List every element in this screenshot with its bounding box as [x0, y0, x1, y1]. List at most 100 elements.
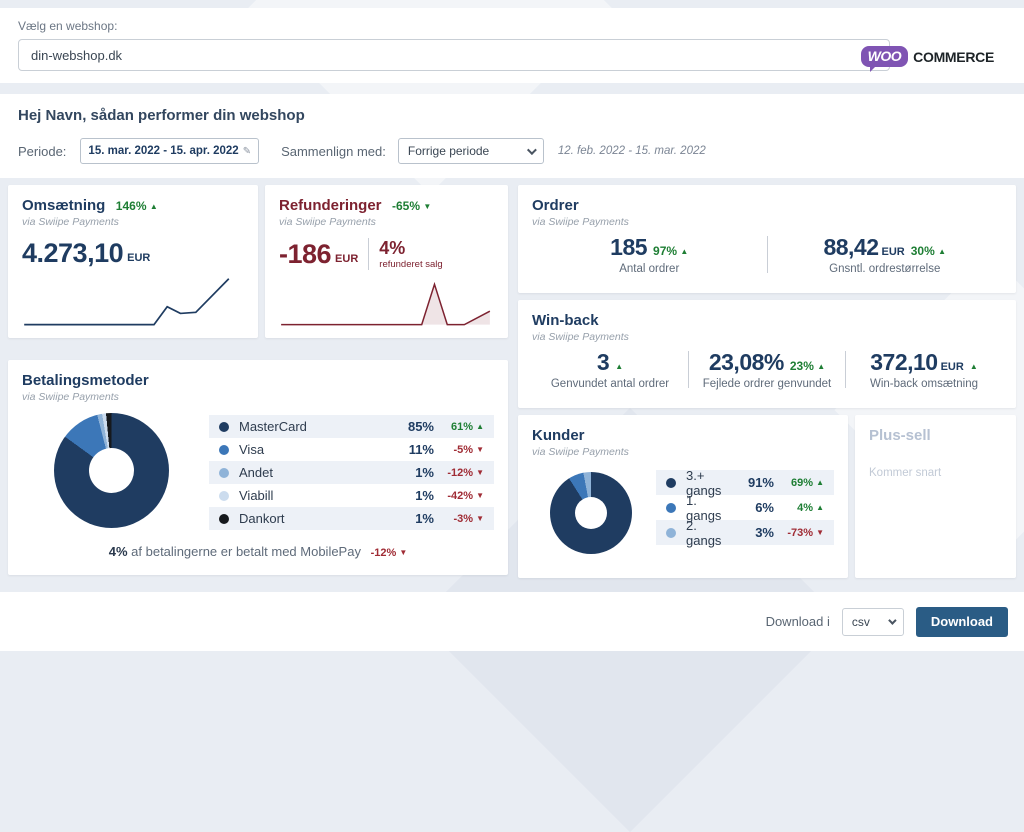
up-arrow-icon: ▲	[938, 247, 947, 256]
up-arrow-icon: ▲	[816, 502, 824, 512]
ordrer-subtitle: via Swiipe Payments	[532, 216, 629, 228]
metric-genvundet-ordrer: 3 ▲ Genvundet antal ordrer	[550, 349, 670, 390]
kunder-subtitle: via Swiipe Payments	[532, 446, 629, 458]
legend-dot	[666, 527, 676, 538]
period-date-input[interactable]: 15. mar. 2022 - 15. apr. 2022 ✎	[80, 138, 260, 164]
legend-dot	[219, 467, 229, 478]
mobilepay-note: 4% af betalingerne er betalt med MobileP…	[108, 544, 408, 559]
legend-row: Dankort 1% -3% ▼	[209, 507, 494, 530]
card-omsaetning: Omsætning 146% ▲ via Swiipe Payments 4.2…	[8, 185, 258, 338]
up-arrow-icon: ▲	[476, 421, 484, 431]
up-arrow-icon: ▲	[680, 247, 689, 256]
kunder-title: Kunder	[532, 427, 585, 444]
webshop-select-label: Vælg en webshop:	[18, 19, 118, 33]
omsaetning-title: Omsætning	[22, 197, 106, 214]
omsaetning-value: 4.273,10	[22, 238, 124, 268]
up-arrow-icon: ▲	[969, 362, 978, 371]
up-arrow-icon: ▲	[149, 202, 158, 211]
chevron-down-icon	[888, 615, 897, 625]
omsaetning-subtitle: via Swiipe Payments	[22, 216, 119, 228]
legend-dot	[219, 444, 229, 455]
webshop-select-value: din-webshop.dk	[31, 47, 123, 63]
header-panel: Hej Navn, sådan performer din webshop Pe…	[0, 94, 1024, 178]
compare-range-text: 12. feb. 2022 - 15. mar. 2022	[557, 145, 706, 157]
refunderinger-subtitle: via Swiipe Payments	[279, 216, 376, 228]
compare-select-value: Forrige periode	[407, 144, 490, 158]
legend-dot	[219, 490, 229, 501]
refunderet-salg-value: 4%	[379, 238, 406, 258]
refunderet-salg-block: 4% refunderet salg	[379, 238, 442, 270]
metric-ordrestoerrelse: 88,42 EUR 30% ▲ Gnsntl. ordrestørrelse	[823, 234, 947, 275]
chevron-down-icon	[526, 144, 537, 155]
download-button[interactable]: Download	[915, 606, 1008, 637]
edit-icon: ✎	[242, 145, 252, 157]
card-plussell: Plus-sell Kommer snart	[855, 415, 1016, 578]
winback-title: Win-back	[532, 312, 599, 329]
refunderinger-value: -186	[279, 239, 332, 269]
divider	[766, 236, 768, 273]
compare-label: Sammenlign med:	[281, 143, 386, 159]
refunderinger-currency: EUR	[335, 253, 359, 265]
metric-winback-omsaetning: 372,10 EUR ▲ Win-back omsætning	[869, 349, 978, 390]
ordrer-title: Ordrer	[532, 197, 579, 214]
legend-row: MasterCard 85% 61% ▲	[209, 415, 494, 438]
woocommerce-logo-text: COMMERCE	[913, 48, 994, 65]
legend-dot	[666, 477, 676, 488]
card-kunder: Kunder via Swiipe Payments 3.+ gangs 91%…	[518, 415, 848, 578]
legend-row: 1. gangs 6% 4% ▲	[656, 493, 834, 523]
omsaetning-change: 146% ▲	[115, 199, 158, 213]
metric-antal-ordrer: 185 97% ▲ Antal ordrer	[610, 234, 689, 275]
down-arrow-icon: ▼	[476, 444, 484, 454]
legend-row: Andet 1% -12% ▼	[209, 461, 494, 484]
down-arrow-icon: ▼	[816, 527, 824, 537]
refunderinger-change: -65% ▼	[391, 199, 432, 213]
customers-donut-chart	[550, 472, 632, 554]
plussell-coming-soon: Kommer snart	[869, 467, 942, 479]
down-arrow-icon: ▼	[399, 548, 408, 557]
footer-panel: Download i csv Download	[0, 592, 1024, 651]
customers-legend: 3.+ gangs 91% 69% ▲ 1. gangs 6% 4% ▲ 2. …	[656, 468, 834, 554]
omsaetning-currency: EUR	[127, 252, 151, 264]
legend-row: Visa 11% -5% ▼	[209, 438, 494, 461]
refunderinger-title: Refunderinger	[279, 197, 382, 214]
legend-row: 3.+ gangs 91% 69% ▲	[656, 468, 834, 498]
betalingsmetoder-title: Betalingsmetoder	[22, 372, 149, 389]
webshop-select[interactable]: din-webshop.dk	[18, 39, 890, 71]
omsaetning-sparkline	[22, 272, 242, 328]
refunderet-salg-label: refunderet salg	[379, 259, 443, 270]
refunderinger-sparkline	[279, 272, 492, 328]
webshop-select-panel: Vælg en webshop: din-webshop.dk WOO COMM…	[0, 8, 1024, 83]
period-date-value: 15. mar. 2022 - 15. apr. 2022	[88, 145, 239, 157]
legend-row: Viabill 1% -42% ▼	[209, 484, 494, 507]
down-arrow-icon: ▼	[476, 467, 484, 477]
filter-controls: Periode: 15. mar. 2022 - 15. apr. 2022 ✎…	[18, 138, 706, 164]
download-format-select[interactable]: csv	[841, 607, 904, 636]
betalingsmetoder-subtitle: via Swiipe Payments	[22, 391, 119, 403]
legend-row: 2. gangs 3% -73% ▼	[656, 518, 834, 548]
download-format-value: csv	[851, 614, 870, 629]
divider	[688, 351, 689, 388]
card-betalingsmetoder: Betalingsmetoder via Swiipe Payments Mas…	[8, 360, 508, 575]
legend-dot	[666, 502, 676, 513]
divider	[368, 238, 370, 270]
metric-fejlede-genvundet: 23,08% 23% ▲ Fejlede ordrer genvundet	[702, 349, 832, 390]
compare-select[interactable]: Forrige periode	[397, 138, 544, 164]
divider	[845, 351, 846, 388]
down-arrow-icon: ▼	[423, 202, 432, 211]
winback-subtitle: via Swiipe Payments	[532, 331, 629, 343]
payment-methods-donut-chart	[54, 413, 169, 528]
woocommerce-logo: WOO COMMERCE	[860, 46, 994, 72]
card-winback: Win-back via Swiipe Payments 3 ▲ Genvunde…	[518, 300, 1016, 408]
down-arrow-icon: ▼	[476, 490, 484, 500]
down-arrow-icon: ▼	[476, 513, 484, 523]
up-arrow-icon: ▲	[615, 362, 624, 371]
woo-bubble-icon: WOO	[860, 46, 909, 72]
plussell-title: Plus-sell	[869, 427, 931, 444]
period-label: Periode:	[18, 143, 67, 159]
legend-dot	[219, 421, 229, 432]
download-label: Download i	[765, 614, 830, 629]
payment-methods-legend: MasterCard 85% 61% ▲ Visa 11% -5% ▼ Ande…	[209, 415, 494, 530]
page-title: Hej Navn, sådan performer din webshop	[18, 107, 305, 124]
up-arrow-icon: ▲	[817, 362, 826, 371]
card-refunderinger: Refunderinger -65% ▼ via Swiipe Payments…	[265, 185, 508, 338]
